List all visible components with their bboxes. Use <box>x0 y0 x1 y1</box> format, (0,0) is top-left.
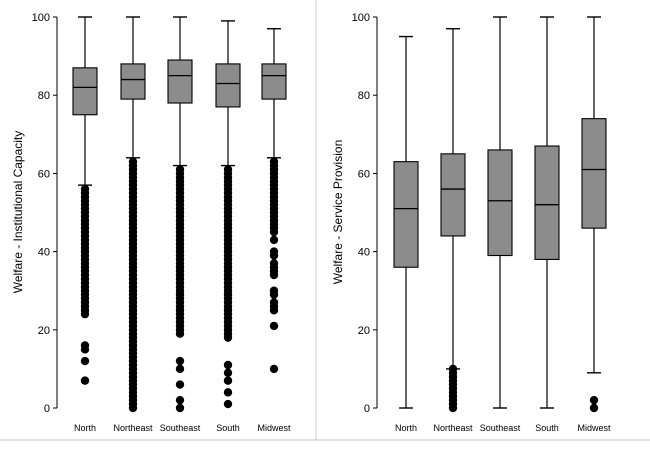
iqr-box <box>534 145 560 260</box>
box-south <box>534 16 560 409</box>
outlier-point <box>223 360 233 370</box>
y-tick-label: 40 <box>358 247 370 259</box>
box-northeast <box>120 16 146 413</box>
box-northeast <box>440 28 466 413</box>
panel-institutional-capacity: Welfare - Institutional Capacity 0 20 40 60… <box>11 12 291 433</box>
box-north <box>393 35 419 409</box>
outlier-point <box>80 356 90 366</box>
iqr-box <box>215 63 241 108</box>
outlier-point <box>128 403 138 413</box>
y-tick-label: 20 <box>38 325 50 337</box>
iqr-box <box>120 63 146 100</box>
outlier-point <box>269 251 279 260</box>
y-tick-label: 0 <box>44 403 50 415</box>
outlier-point <box>175 380 185 389</box>
iqr-box <box>581 118 607 229</box>
x-tick-label: North <box>74 423 96 433</box>
x-tick-label: Southeast <box>480 423 521 433</box>
outlier-point <box>175 403 185 413</box>
y-tick-label: 60 <box>358 168 370 180</box>
box-midwest <box>581 16 607 413</box>
outlier-point <box>80 376 90 385</box>
outlier-point <box>269 364 279 374</box>
outlier-point <box>175 329 185 338</box>
outlier-point <box>80 309 90 319</box>
outlier-point <box>269 270 279 280</box>
outlier-point <box>269 290 279 299</box>
iqr-box <box>72 67 98 116</box>
y-tick-label: 20 <box>358 325 370 337</box>
box-midwest <box>261 28 287 374</box>
iqr-box <box>393 161 419 268</box>
x-tick-label: Northeast <box>113 423 153 433</box>
x-tick-label: Midwest <box>577 423 611 433</box>
x-tick-label: South <box>216 423 240 433</box>
iqr-box <box>167 59 193 104</box>
outlier-point <box>175 356 185 366</box>
x-tick-label: Midwest <box>257 423 291 433</box>
outlier-point <box>223 388 233 397</box>
y-tick-label: 100 <box>352 12 370 24</box>
y-tick-label: 80 <box>38 90 50 102</box>
box-south <box>215 20 241 409</box>
outlier-point <box>589 403 599 413</box>
outlier-point <box>223 368 233 378</box>
outlier-point <box>269 235 279 245</box>
x-tick-label: North <box>395 423 417 433</box>
y-tick-label: 0 <box>364 403 370 415</box>
iqr-box <box>261 63 287 100</box>
outlier-point <box>175 364 185 374</box>
outlier-point <box>223 399 233 409</box>
y-tick-label: 100 <box>32 12 50 24</box>
y-axis-title: Welfare - Service Provision <box>331 140 345 285</box>
outlier-point <box>269 321 279 331</box>
outlier-point <box>80 345 90 354</box>
outlier-point <box>589 395 599 405</box>
outlier-point <box>175 395 185 405</box>
box-north <box>72 16 98 385</box>
y-tick-label: 80 <box>358 90 370 102</box>
box-southeast <box>487 16 513 409</box>
y-tick-label: 40 <box>38 247 50 259</box>
y-tick-label: 60 <box>38 168 50 180</box>
x-tick-label: Southeast <box>160 423 201 433</box>
outlier-point <box>448 403 458 413</box>
outlier-point <box>223 333 233 342</box>
iqr-box <box>487 149 513 257</box>
outlier-point <box>269 306 279 315</box>
x-tick-label: South <box>535 423 559 433</box>
y-axis-title: Welfare - Institutional Capacity <box>11 131 25 294</box>
outlier-point <box>223 376 233 385</box>
panel-service-provision: Welfare - Service Provision 0 20 40 60 80 100… <box>331 12 611 433</box>
outlier-point <box>269 227 279 237</box>
iqr-box <box>440 153 466 237</box>
x-tick-label: Northeast <box>433 423 473 433</box>
box-southeast <box>167 16 193 413</box>
